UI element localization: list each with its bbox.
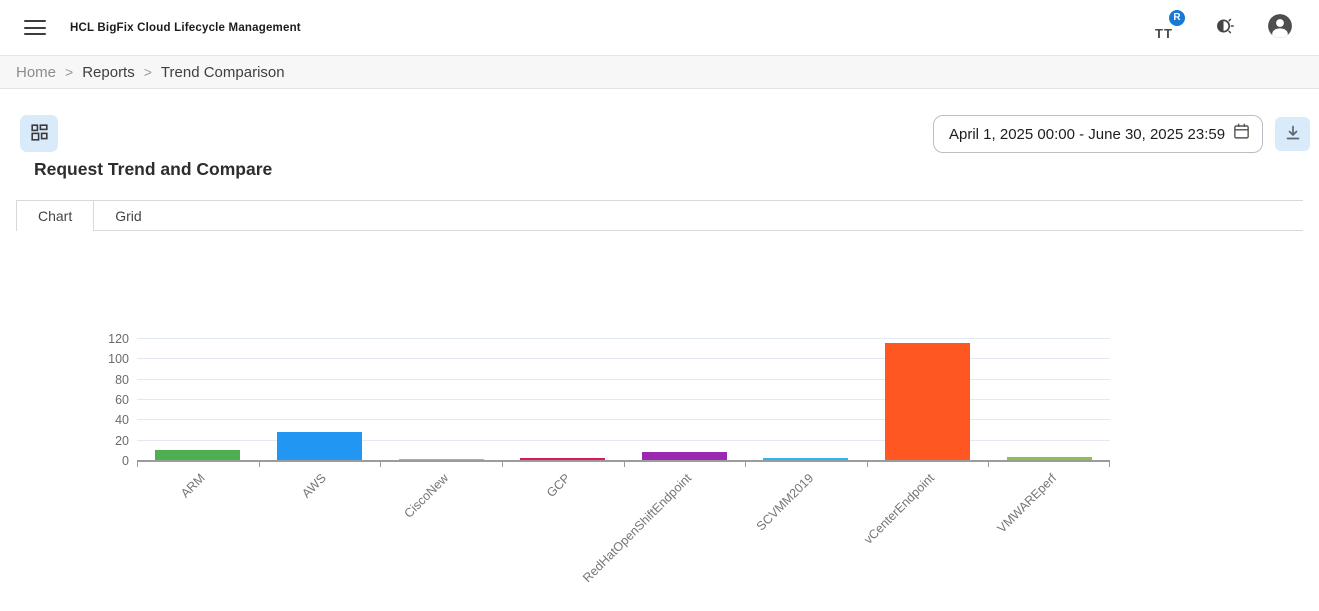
x-axis-tick (866, 462, 868, 467)
breadcrumb-home[interactable]: Home (16, 63, 57, 81)
y-axis-label: 60 (115, 393, 129, 407)
text-size-icon: TT (1155, 25, 1173, 41)
y-axis-label: 100 (108, 352, 129, 367)
contrast-icon (1213, 15, 1235, 40)
calendar-icon (1232, 122, 1251, 146)
x-axis-label: VMWAREperf (994, 471, 1060, 536)
y-axis-label: 80 (115, 372, 129, 387)
x-axis-label: RedHatOpenShiftEndpoint (580, 471, 695, 586)
download-icon (1284, 124, 1302, 145)
breadcrumb: Home > Reports > Trend Comparison (0, 56, 1319, 89)
layout-grid-button[interactable] (20, 115, 58, 152)
gridline (137, 338, 1110, 339)
tab-chart[interactable]: Chart (16, 201, 95, 231)
x-axis-tick (258, 462, 260, 467)
notification-badge: R (1167, 7, 1187, 28)
x-axis-label: AWS (299, 471, 330, 501)
y-axis-label: 120 (108, 332, 129, 346)
x-axis-tick (501, 462, 503, 467)
x-axis-label: CiscoNew (401, 471, 451, 521)
gridline (137, 399, 1110, 400)
y-axis-label: 0 (122, 454, 129, 468)
breadcrumb-reports[interactable]: Reports (82, 63, 135, 81)
y-axis-label: 20 (115, 433, 129, 448)
x-axis-label: ARM (178, 471, 208, 501)
tab-grid[interactable]: Grid (94, 201, 163, 231)
user-avatar-icon (1267, 13, 1293, 42)
dashboard-icon (30, 123, 48, 144)
date-range-input[interactable]: April 1, 2025 00:00 - June 30, 2025 23:5… (933, 115, 1263, 153)
breadcrumb-current: Trend Comparison (160, 63, 285, 81)
tab-strip: Chart Grid (16, 200, 1303, 231)
chart-bar-CiscoNew[interactable] (398, 458, 484, 460)
x-axis-label: GCP (543, 471, 573, 501)
chart-bar-GCP[interactable] (520, 457, 606, 460)
user-avatar-button[interactable] (1267, 13, 1293, 42)
page-title: Request Trend and Compare (34, 159, 273, 179)
x-axis-label: SCVMM2019 (753, 471, 816, 534)
app-header: HCL BigFix Cloud Lifecycle Management TT… (0, 0, 1319, 56)
x-axis-tick (623, 462, 625, 467)
breadcrumb-separator: > (65, 64, 74, 80)
toolbar-right: April 1, 2025 00:00 - June 30, 2025 23:5… (933, 115, 1310, 153)
breadcrumb-separator: > (143, 64, 152, 80)
chart-bar-RedHatOpenShiftEndpoint[interactable] (641, 451, 727, 460)
text-size-button[interactable]: TT R (1155, 7, 1187, 41)
date-range-value: April 1, 2025 00:00 - June 30, 2025 23:5… (949, 125, 1226, 143)
x-axis-tick (137, 462, 138, 467)
chart-bar-ARM[interactable] (155, 449, 241, 460)
x-axis-tick (380, 462, 382, 467)
app-title: HCL BigFix Cloud Lifecycle Management (70, 21, 301, 34)
hamburger-menu-icon[interactable] (24, 20, 46, 35)
theme-contrast-button[interactable] (1213, 15, 1235, 40)
x-axis-tick (745, 462, 747, 467)
y-axis-label: 40 (115, 413, 129, 428)
chart-bar-SCVMM2019[interactable] (763, 457, 849, 460)
x-axis-tick (988, 462, 990, 467)
chart-bar-AWS[interactable] (276, 431, 362, 460)
gridline (137, 419, 1110, 421)
chart-area: 0 20 40 60 80 100 120 ARM AWS CiscoNew GCP RedHatOp… (0, 231, 1319, 611)
gridline (137, 439, 1110, 441)
download-button[interactable] (1275, 117, 1310, 151)
chart-plot: 0 20 40 60 80 100 120 ARM AWS CiscoNew GCP RedHatOp… (108, 332, 1110, 585)
gridline (137, 378, 1110, 380)
chart-bar-VMWAREperf[interactable] (1006, 456, 1092, 460)
chart-bar-vCenterEndpoint[interactable] (885, 343, 971, 460)
x-axis-tick (1109, 462, 1110, 467)
report-toolbar: April 1, 2025 00:00 - June 30, 2025 23:5… (0, 115, 1319, 153)
gridline (137, 358, 1110, 360)
x-axis-label: vCenterEndpoint (861, 471, 938, 547)
appbar-actions: TT R (1155, 7, 1293, 42)
tab-strip-filler (162, 201, 1303, 231)
